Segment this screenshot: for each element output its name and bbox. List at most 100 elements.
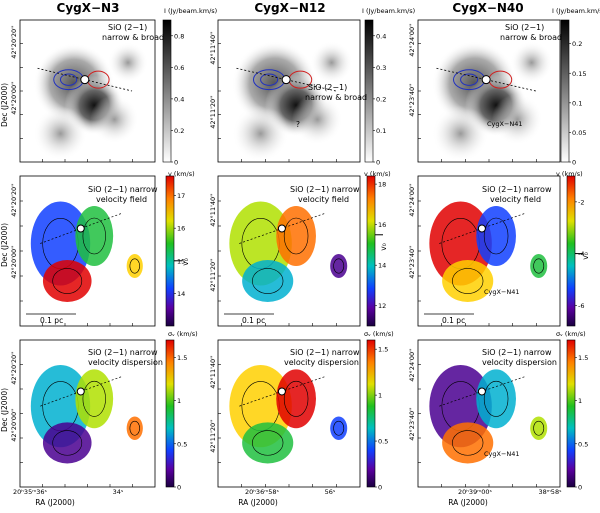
label-n3-r2-line1: SiO (2−1) narrow [88, 185, 158, 194]
panel-4 [217, 175, 361, 327]
dec-axis-label-row3: Dec (J2000) [0, 388, 9, 432]
dec-tick-n3-r2-1: 42°20'00'' [10, 245, 18, 279]
ra-axis-label-n40: RA (J2000) [448, 498, 488, 507]
colorbar-gradient [165, 339, 175, 488]
scale-label-n3: 0.1 pc [40, 316, 63, 325]
emission-patch-3 [42, 422, 92, 464]
panel-1 [217, 19, 361, 163]
label-n12-r1-line2: narrow & broad [305, 93, 367, 102]
colorbar-tick-label-1: 0.1 [376, 127, 386, 135]
cbar-unit-velocity-n40: v (km/s) [556, 170, 583, 178]
protostar-marker [277, 387, 286, 396]
intensity-blob-4 [107, 42, 149, 83]
colorbar-tick-label-3: 18 [378, 181, 386, 189]
colorbar-tick-label-0: 14 [177, 290, 185, 298]
emission-patch-1 [476, 369, 516, 429]
dec-tick-n40-r3-0: 42°24'00'' [408, 348, 416, 382]
dec-tick-n12-r1-1: 42°11'20'' [209, 95, 217, 129]
contour-3 [52, 268, 83, 294]
cbar-unit-intensity-n12: I (Jy/beam.km/s) [362, 7, 415, 15]
contour-1 [82, 380, 106, 417]
colorbar-grid: 0 0.2 0.4 0.6 0.8 0 0.1 0.2 0.3 0.4 0 0.05 0.1 0.15 0.… [162, 19, 588, 492]
dec-tick-n3-r2-0: 42°20'20'' [10, 183, 18, 217]
dec-axis-label-row2: Dec (J2000) [0, 223, 9, 267]
colorbar-tick-label-3: 0.15 [572, 70, 586, 78]
colorbar-tick-label-1: 0.5 [177, 440, 187, 448]
dec-tick-n3-r1-0: 42°20'20'' [10, 25, 18, 59]
label-n3-r2-line2: velocity field [96, 195, 147, 204]
scale-label-n40: 0.1 pc [442, 316, 465, 325]
colorbar-3: 14151617 [165, 175, 185, 327]
v0-label-n12: v₀ [379, 243, 388, 250]
dec-tick-n40-r2-0: 42°24'00'' [408, 183, 416, 217]
contour-1 [483, 380, 509, 417]
label-n3-r1-line1: SiO (2−1) [108, 23, 147, 32]
colorbar-gradient [366, 175, 376, 327]
dec-tick-n40-r2-1: 42°23'40'' [408, 245, 416, 279]
colorbar-tick-label-1: 0.5 [578, 440, 588, 448]
outflow-axis [236, 67, 336, 92]
dec-tick-n40-r1-0: 42°24'00'' [408, 23, 416, 57]
emission-patch-3 [442, 260, 494, 302]
contour-1 [483, 217, 509, 255]
colorbar-tick-label-0: 12 [378, 302, 386, 310]
colorbar-tick-label-2: -2 [578, 198, 584, 206]
column-title-n12: CygX−N12 [254, 1, 325, 15]
intensity-blob-4 [510, 41, 553, 84]
dec-tick-n12-r1-0: 42°11'40'' [209, 31, 217, 65]
panel-2 [417, 19, 561, 163]
contour-2 [129, 420, 140, 436]
emission-patch-1 [75, 206, 114, 266]
panel-6 [19, 339, 156, 488]
contour-3 [452, 430, 484, 456]
cbar-unit-dispersion-n12: σᵥ (km/s) [364, 330, 394, 338]
label-n3-r3-line1: SiO (2−1) narrow [88, 348, 158, 357]
colorbar-7: 0 0.5 1 1.5 [366, 339, 388, 492]
emission-patch-2 [330, 416, 348, 440]
emission-patch-2 [126, 254, 143, 278]
colorbar-8: 0 0.5 1 1.5 [566, 339, 588, 492]
column-title-n3: CygX−N3 [57, 1, 120, 15]
colorbar-tick-label-3: 0.3 [376, 64, 386, 72]
colorbar-tick-label-4: 0.8 [174, 32, 184, 40]
ra-tick-n12-1: 56ˢ [325, 488, 336, 496]
dec-tick-n3-r3-0: 42°20'20'' [10, 351, 18, 385]
colorbar-tick-label-0: 0 [376, 159, 380, 167]
label-n12-r1-line1: SiO (2−1) [308, 83, 347, 92]
scale-label-n12: 0.1 pc [242, 316, 265, 325]
panel-grid [19, 19, 561, 488]
emission-patch-1 [276, 206, 316, 266]
colorbar-gradient [566, 339, 576, 488]
question-mark-label: ? [296, 120, 300, 129]
label-n12-r3-line1: SiO (2−1) narrow [290, 348, 360, 357]
intensity-blob-4 [310, 41, 353, 84]
label-n3-r1-line2: narrow & broad [102, 33, 164, 42]
emission-patch-2 [126, 416, 143, 440]
colorbar-1: 0 0.1 0.2 0.3 0.4 [364, 19, 386, 167]
colorbar-tick-label-3: 0.6 [174, 64, 184, 72]
label-n40-r2-line2: velocity field [490, 195, 541, 204]
dec-tick-n3-r3-1: 42°20'00'' [10, 408, 18, 442]
label-n40-r2-line1: SiO (2−1) narrow [482, 185, 552, 194]
colorbar-2: 0 0.05 0.1 0.15 0.2 [560, 19, 586, 167]
dec-tick-n12-r3-0: 42°11'40'' [209, 355, 217, 389]
ra-tick-n12-0: 20ʰ36ᵐ58ˢ [245, 488, 279, 496]
protostar-marker [76, 387, 85, 396]
contour-3 [252, 268, 284, 294]
emission-patch-1 [476, 206, 516, 266]
cbar-unit-dispersion-n40: σᵥ (km/s) [556, 330, 586, 338]
protostar-marker [76, 224, 85, 233]
dec-tick-n3-r1-1: 42°20'00'' [10, 81, 18, 115]
intensity-blob-2 [291, 93, 343, 145]
ra-axis-label-n12: RA (J2000) [238, 498, 278, 507]
intensity-blob-2 [491, 93, 543, 145]
panel-8 [417, 339, 561, 488]
panel-7 [217, 339, 361, 488]
colorbar-tick-label-0: 0 [572, 159, 576, 167]
contour-2 [129, 258, 140, 274]
colorbar-tick-label-1: 14 [378, 262, 386, 270]
emission-patch-3 [442, 422, 494, 464]
panel-3 [19, 175, 156, 327]
protostar-marker [481, 75, 491, 85]
